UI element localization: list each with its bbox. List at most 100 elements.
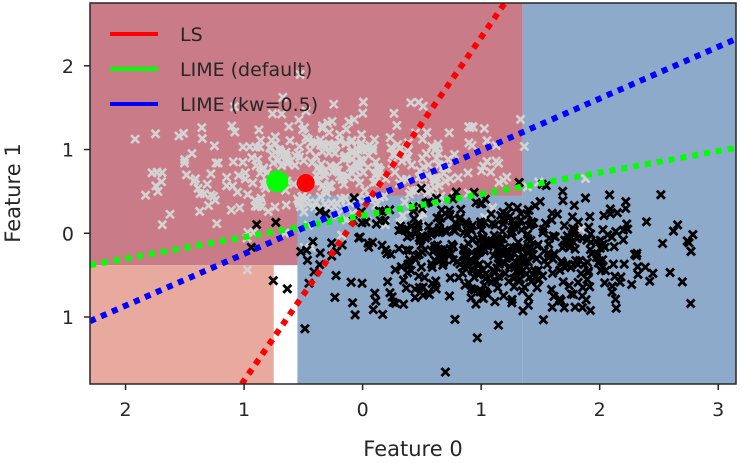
data-point <box>390 264 401 275</box>
data-point <box>444 290 455 301</box>
data-point <box>156 176 167 187</box>
data-point <box>647 268 658 279</box>
data-point <box>401 245 412 256</box>
y-axis-ticks: 2 1 0 1 <box>62 56 90 329</box>
data-point <box>317 146 328 157</box>
x-tick-label: 3 <box>712 399 724 421</box>
data-point <box>632 261 643 272</box>
data-point <box>599 277 610 288</box>
data-point <box>526 250 537 261</box>
data-point <box>226 205 237 215</box>
data-point <box>558 276 569 287</box>
data-point <box>268 275 279 286</box>
data-point <box>631 248 642 259</box>
data-point <box>445 243 456 254</box>
data-point <box>345 162 356 173</box>
region-class-1-strong <box>522 3 736 384</box>
data-point <box>301 132 311 143</box>
data-point <box>255 168 266 179</box>
data-point <box>355 232 366 243</box>
data-point <box>518 254 529 265</box>
data-point <box>540 218 551 229</box>
data-point <box>409 284 420 295</box>
data-point <box>392 139 403 150</box>
data-point <box>458 245 469 256</box>
data-point <box>466 225 477 236</box>
data-point <box>597 254 608 265</box>
data-point <box>448 225 459 236</box>
data-point <box>607 281 618 292</box>
data-point <box>389 108 399 119</box>
data-point <box>343 116 354 127</box>
data-point <box>419 272 430 283</box>
data-point <box>641 216 652 227</box>
data-point <box>569 224 580 235</box>
data-point <box>399 197 410 208</box>
data-point <box>591 252 602 263</box>
data-point <box>559 235 570 246</box>
data-point <box>557 258 568 269</box>
data-point <box>412 219 423 230</box>
data-point <box>299 207 309 217</box>
data-point <box>418 101 429 112</box>
data-point <box>290 160 300 171</box>
data-point <box>315 248 326 259</box>
data-point <box>247 178 258 188</box>
data-point <box>251 219 262 230</box>
data-point <box>426 229 437 240</box>
data-point <box>672 219 683 230</box>
data-point <box>398 275 409 286</box>
data-point <box>491 276 502 287</box>
data-point <box>477 264 488 275</box>
data-point <box>340 150 351 161</box>
data-point <box>442 211 453 222</box>
data-point <box>253 125 264 135</box>
data-point <box>657 238 668 249</box>
data-point <box>357 278 368 289</box>
plot-frame <box>89 2 737 385</box>
data-point <box>267 108 278 119</box>
data-point <box>583 266 594 277</box>
data-point <box>357 217 367 228</box>
data-point <box>584 211 595 222</box>
data-point <box>476 225 487 235</box>
data-point <box>626 279 637 290</box>
data-point <box>196 122 207 133</box>
data-point <box>668 226 679 237</box>
data-point <box>276 160 287 171</box>
data-point <box>388 149 399 160</box>
data-point <box>577 302 588 313</box>
data-point <box>533 239 544 250</box>
data-point <box>349 114 360 125</box>
data-point <box>582 274 593 285</box>
data-point <box>251 160 262 171</box>
data-point <box>283 121 294 132</box>
data-point <box>598 210 609 221</box>
data-point <box>434 225 445 236</box>
data-point <box>604 189 615 200</box>
data-point <box>256 193 266 204</box>
data-point <box>474 247 485 258</box>
data-point <box>500 268 511 279</box>
data-point <box>301 245 312 256</box>
data-point <box>357 108 368 119</box>
data-point <box>211 218 222 229</box>
data-point <box>347 168 358 179</box>
data-point <box>209 140 220 151</box>
data-point <box>463 167 473 178</box>
x-tick-label: 2 <box>120 399 132 421</box>
data-point <box>538 224 549 235</box>
data-point <box>413 221 424 232</box>
data-point <box>307 157 317 168</box>
data-point <box>453 272 464 283</box>
highlight-points <box>266 170 315 193</box>
data-point <box>387 291 398 302</box>
data-point <box>463 137 474 148</box>
data-point <box>270 217 281 228</box>
data-point <box>557 186 568 197</box>
data-point <box>513 266 524 277</box>
data-point <box>380 244 391 255</box>
data-point <box>580 193 591 204</box>
data-point <box>78 159 86 167</box>
data-point <box>315 191 326 202</box>
